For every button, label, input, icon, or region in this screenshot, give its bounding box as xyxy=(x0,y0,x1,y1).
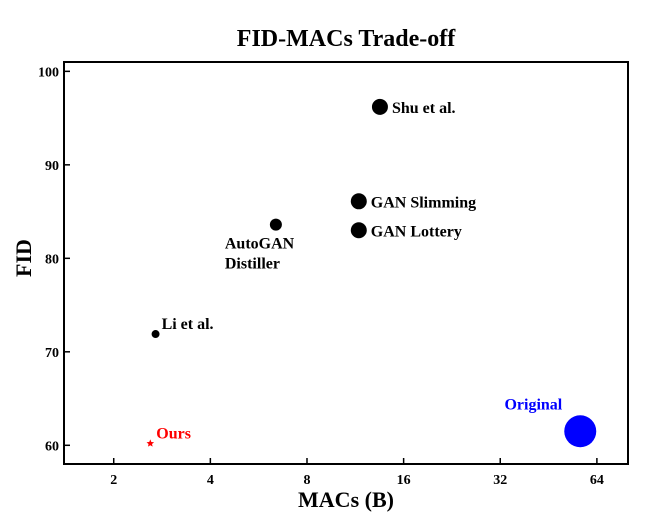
point-li-et-al-label: Li et al. xyxy=(162,316,214,333)
point-gan-lottery-label: GAN Lottery xyxy=(371,223,462,240)
x-tick-label: 4 xyxy=(207,473,214,488)
point-gan-slimming-label: GAN Slimming xyxy=(371,194,476,211)
point-label-line: Distiller xyxy=(225,256,280,273)
x-tick-label: 2 xyxy=(110,473,117,488)
point-autogan-distiller-marker xyxy=(269,218,282,231)
point-label-line: AutoGAN xyxy=(225,236,295,253)
point-labels: Shu et al. GAN Slimming GAN Lottery AutoGAN… xyxy=(156,100,563,443)
y-tick-label: 100 xyxy=(38,65,59,80)
x-tick-label: 64 xyxy=(590,473,604,488)
point-autogan-distiller-label: AutoGAN Distiller xyxy=(225,236,295,273)
x-tick-label: 32 xyxy=(493,473,507,488)
point-original-label: Original xyxy=(504,396,562,413)
point-shu-et-al-marker xyxy=(371,98,388,115)
point-gan-slimming-marker xyxy=(350,193,367,210)
chart-title: FID-MACs Trade-off xyxy=(237,26,456,52)
point-shu-et-al-label: Shu et al. xyxy=(392,100,456,117)
y-tick-label: 70 xyxy=(45,346,59,361)
x-axis-title: MACs (B) xyxy=(298,487,394,512)
y-tick-label: 60 xyxy=(45,439,59,454)
point-li-et-al-marker xyxy=(151,330,160,339)
x-tick-label: 16 xyxy=(397,473,411,488)
plot-area xyxy=(63,61,629,465)
data-points xyxy=(146,98,597,448)
point-ours-label: Ours xyxy=(156,425,191,442)
point-original-marker xyxy=(564,415,597,448)
point-ours-marker xyxy=(146,439,155,447)
y-axis-title: FID xyxy=(11,239,36,277)
x-tick-label: 8 xyxy=(303,473,310,488)
y-tick-label: 80 xyxy=(45,252,59,267)
point-gan-lottery-marker xyxy=(350,222,367,239)
axis-ticks: 2 4 8 16 32 64 60 70 80 90 100 xyxy=(38,65,604,488)
y-tick-label: 90 xyxy=(45,159,59,174)
